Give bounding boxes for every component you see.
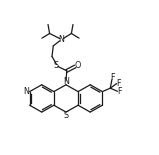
Text: S: S — [53, 61, 58, 70]
Text: F: F — [110, 73, 114, 82]
Text: N: N — [23, 87, 29, 96]
Text: F: F — [116, 79, 121, 88]
Text: O: O — [74, 61, 80, 70]
Text: S: S — [63, 111, 69, 120]
Text: N: N — [59, 35, 64, 44]
Text: F: F — [117, 87, 122, 96]
Text: N: N — [63, 77, 69, 86]
